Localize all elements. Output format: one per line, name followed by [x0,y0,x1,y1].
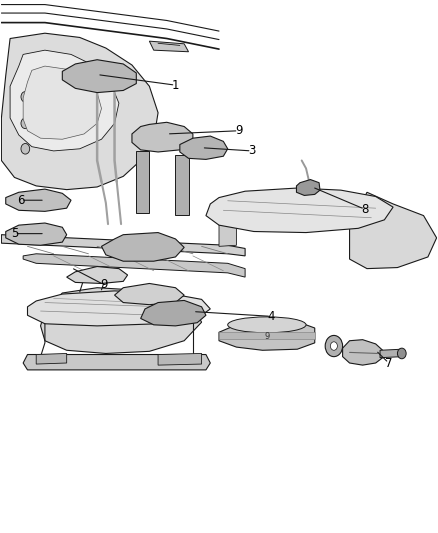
Circle shape [325,335,343,357]
Polygon shape [219,224,237,246]
Circle shape [142,244,148,251]
Polygon shape [180,136,228,159]
Polygon shape [132,122,193,152]
Polygon shape [358,227,376,249]
Polygon shape [149,41,188,52]
Polygon shape [102,232,184,261]
Text: 1: 1 [172,79,179,92]
Polygon shape [23,354,210,370]
Text: 8: 8 [361,203,368,216]
Text: 5: 5 [11,227,18,240]
Text: 9: 9 [100,278,107,291]
Ellipse shape [228,317,306,333]
Polygon shape [1,33,158,190]
Text: 6: 6 [17,193,25,207]
Polygon shape [6,223,67,245]
Polygon shape [23,254,245,277]
Polygon shape [350,192,437,269]
Circle shape [21,143,30,154]
Circle shape [140,241,150,254]
Text: 4: 4 [268,310,275,323]
Polygon shape [206,188,393,232]
Polygon shape [23,66,102,139]
Polygon shape [115,284,184,305]
Polygon shape [41,288,201,353]
Polygon shape [6,189,71,212]
Polygon shape [176,155,188,215]
Polygon shape [219,332,315,338]
Text: 3: 3 [248,144,255,157]
Polygon shape [28,291,210,326]
Polygon shape [1,235,245,256]
Polygon shape [62,60,136,93]
Polygon shape [380,349,403,358]
Polygon shape [10,50,119,151]
Circle shape [330,342,337,350]
Polygon shape [158,353,201,365]
Polygon shape [36,353,67,364]
Polygon shape [297,180,320,196]
Text: 9: 9 [235,124,242,138]
Polygon shape [343,340,383,365]
Text: 7: 7 [385,357,392,369]
Polygon shape [136,151,149,214]
Polygon shape [67,266,127,284]
Text: 9: 9 [264,332,269,341]
Circle shape [21,118,30,128]
Circle shape [21,92,30,102]
Polygon shape [141,301,206,326]
Polygon shape [219,320,315,350]
Circle shape [397,348,406,359]
